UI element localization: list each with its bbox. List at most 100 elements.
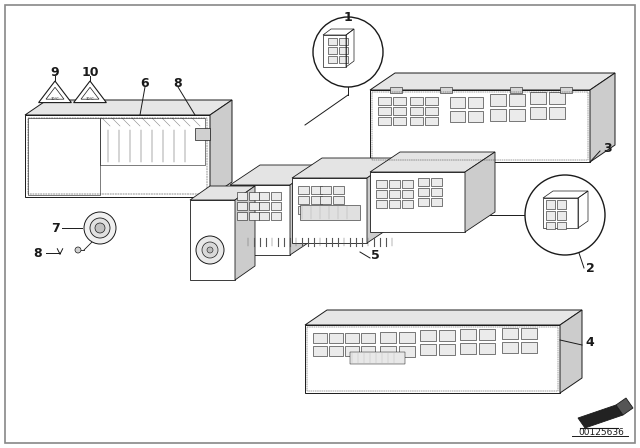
Bar [530,107,546,119]
Bar [376,190,387,198]
Bar [439,344,455,355]
Polygon shape [560,310,582,393]
Polygon shape [305,325,560,393]
Bar [393,117,406,125]
Bar [490,94,506,106]
Bar [560,87,572,93]
Bar [509,109,525,121]
Circle shape [202,242,218,258]
Bar [402,180,413,188]
Bar [313,346,327,356]
Text: 30°C: 30°C [86,97,94,101]
Bar [399,346,415,357]
Text: 2: 2 [586,262,595,275]
Polygon shape [38,81,72,103]
Bar [378,107,391,115]
Bar [439,330,455,341]
Polygon shape [292,178,367,243]
Bar [402,190,413,198]
Bar [271,212,281,220]
Circle shape [84,212,116,244]
Bar [393,97,406,105]
Bar [418,178,429,186]
Circle shape [313,17,383,87]
Bar [271,202,281,210]
Bar [402,200,413,208]
Bar [333,196,344,204]
Polygon shape [292,158,397,178]
Bar [376,200,387,208]
Bar [339,47,348,54]
Bar [431,178,442,186]
Bar [479,329,495,340]
Bar [450,111,465,122]
Bar [418,198,429,206]
Bar [329,333,343,343]
Polygon shape [25,100,232,115]
Polygon shape [370,90,590,162]
Text: 00125636: 00125636 [578,427,624,436]
Bar [333,186,344,194]
Polygon shape [230,165,320,185]
Bar [389,190,400,198]
Polygon shape [235,186,255,280]
Bar [460,329,476,340]
Bar [389,200,400,208]
Bar [311,206,322,214]
Bar [350,352,405,364]
Polygon shape [190,200,235,280]
Polygon shape [305,310,582,325]
Circle shape [90,218,110,238]
Polygon shape [25,115,210,197]
Bar [259,202,269,210]
Bar [410,107,423,115]
Circle shape [525,175,605,255]
Bar [328,38,337,45]
Bar [333,206,344,214]
Bar [237,192,247,200]
Bar [502,342,518,353]
Bar [425,107,438,115]
Polygon shape [590,73,615,162]
Circle shape [196,236,224,264]
Text: 3: 3 [603,142,611,155]
Polygon shape [190,186,255,200]
Bar [530,92,546,104]
Circle shape [207,247,213,253]
Bar [259,212,269,220]
Bar [389,180,400,188]
Text: 5: 5 [371,249,380,262]
Bar [320,186,331,194]
Bar [298,186,309,194]
Bar [361,346,375,356]
Bar [361,333,375,343]
Bar [557,222,566,229]
Bar [440,87,452,93]
Bar [546,211,555,220]
Bar [418,188,429,196]
Bar [271,192,281,200]
Circle shape [95,223,105,233]
Bar [328,47,337,54]
Bar [557,200,566,209]
Polygon shape [370,73,615,90]
Bar [425,117,438,125]
Bar [468,111,483,122]
Bar [237,212,247,220]
Polygon shape [230,185,290,255]
Bar [237,202,247,210]
Polygon shape [370,172,465,232]
Bar [479,343,495,354]
Text: 10: 10 [81,65,99,78]
Polygon shape [74,81,106,103]
Bar [345,346,359,356]
Bar [510,87,522,93]
Bar [420,330,436,341]
Polygon shape [370,152,495,172]
Bar [557,211,566,220]
Bar [502,328,518,339]
Bar [431,188,442,196]
Bar [410,97,423,105]
Bar [410,117,423,125]
Polygon shape [195,128,210,140]
